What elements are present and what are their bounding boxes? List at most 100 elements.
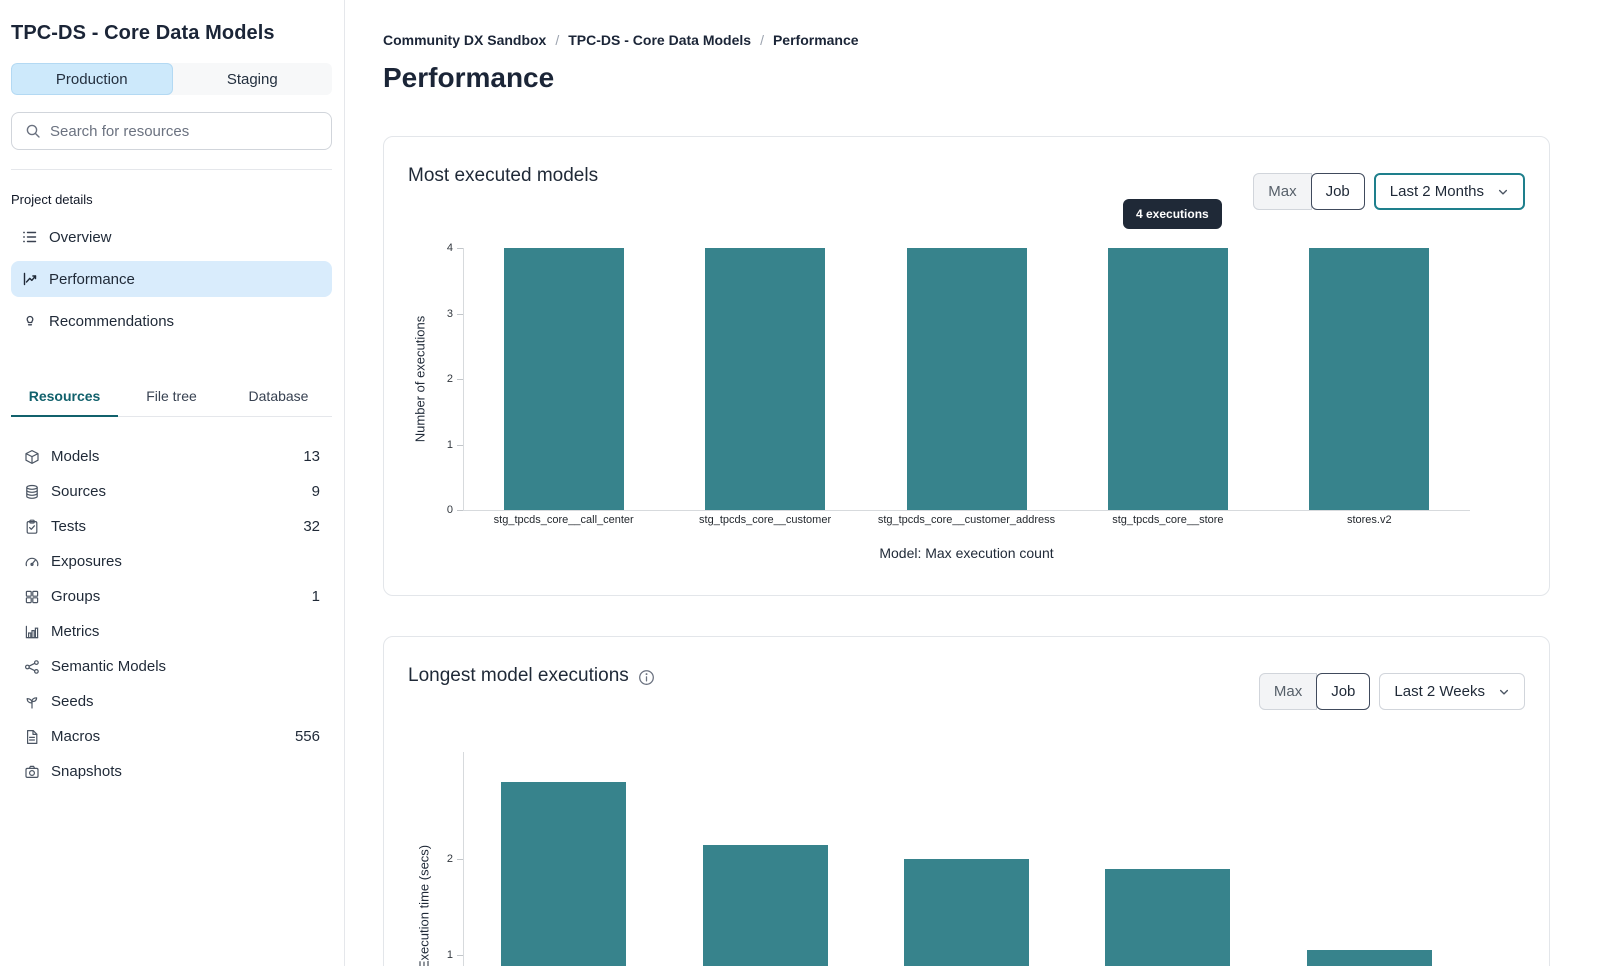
resource-label: Macros: [51, 728, 101, 745]
search-input[interactable]: [50, 122, 319, 140]
trend-icon: [21, 271, 38, 288]
breadcrumb-link-project[interactable]: TPC-DS - Core Data Models: [568, 32, 752, 48]
environment-staging-button[interactable]: Staging: [173, 63, 333, 95]
project-nav: Overview Performance Recommendations: [11, 219, 332, 339]
bar[interactable]: [503, 248, 624, 510]
resource-count: 1: [311, 588, 320, 605]
sidebar-item-metrics[interactable]: Metrics: [11, 614, 332, 649]
sidebar-item-overview[interactable]: Overview: [11, 219, 332, 255]
resource-count: 9: [311, 483, 320, 500]
breadcrumb-separator: /: [760, 32, 764, 48]
sidebar-item-sources[interactable]: Sources 9: [11, 474, 332, 509]
sidebar-item-snapshots[interactable]: Snapshots: [11, 754, 332, 789]
resource-label: Semantic Models: [51, 658, 167, 675]
sidebar-divider: [11, 169, 332, 170]
bar[interactable]: [1105, 868, 1231, 966]
sidebar-item-label: Performance: [49, 270, 135, 288]
search-box[interactable]: [11, 112, 332, 150]
chart-controls: Max Job Last 2 Months: [1253, 173, 1525, 210]
x-category-label: stg_tpcds_core__call_center: [493, 514, 634, 526]
bar[interactable]: [702, 844, 828, 966]
max-button[interactable]: Max: [1258, 673, 1318, 710]
sidebar-item-seeds[interactable]: Seeds: [11, 684, 332, 719]
database-icon: [23, 483, 40, 500]
y-tick-label: 4: [446, 242, 453, 254]
main-content: Community DX Sandbox / TPC-DS - Core Dat…: [345, 0, 1621, 966]
list-icon: [21, 229, 38, 246]
page-title: Performance: [383, 62, 555, 93]
x-category-label: stg_tpcds_core__customer_address: [877, 514, 1056, 526]
project-title: TPC-DS - Core Data Models: [11, 22, 275, 44]
date-range-dropdown[interactable]: Last 2 Weeks: [1379, 673, 1525, 710]
bar[interactable]: [1309, 248, 1430, 510]
max-job-toggle: Max Job: [1253, 173, 1365, 210]
most-executed-models-card: Most executed models Max Job Last 2 Mont…: [383, 136, 1550, 596]
tab-resources[interactable]: Resources: [11, 379, 118, 417]
bar[interactable]: [1107, 248, 1228, 510]
x-category-label: stg_tpcds_core__customer: [699, 514, 832, 526]
resource-label: Seeds: [51, 693, 94, 710]
resource-label: Exposures: [51, 553, 122, 570]
max-button[interactable]: Max: [1253, 173, 1312, 210]
resource-count: 13: [303, 448, 320, 465]
resource-count: 556: [294, 728, 320, 745]
x-category-label: stg_tpcds_core__store: [1112, 514, 1224, 526]
breadcrumb-current: Performance: [772, 32, 859, 48]
y-tick-label: 2: [446, 373, 453, 385]
sidebar-item-exposures[interactable]: Exposures: [11, 544, 332, 579]
sidebar-item-semantic-models[interactable]: Semantic Models: [11, 649, 332, 684]
date-range-value: Last 2 Months: [1389, 183, 1484, 200]
resource-label: Tests: [51, 518, 87, 535]
sidebar-item-tests[interactable]: Tests 32: [11, 509, 332, 544]
chart-tooltip: 4 executions: [1123, 199, 1222, 229]
tab-file-tree[interactable]: File tree: [146, 388, 197, 404]
bar[interactable]: [906, 248, 1027, 510]
gauge-icon: [23, 553, 40, 570]
bar[interactable]: [501, 782, 627, 966]
chart-controls: Max Job Last 2 Weeks: [1258, 673, 1525, 710]
grid-icon: [23, 588, 40, 605]
resource-label: Snapshots: [51, 763, 122, 780]
environment-toggle: Production Staging: [11, 63, 332, 95]
x-axis-title: Model: Max execution count: [879, 545, 1054, 561]
camera-icon: [23, 763, 40, 780]
date-range-value: Last 2 Weeks: [1394, 683, 1485, 700]
chevron-down-icon: [1494, 183, 1511, 200]
y-axis-title: Execution time (secs): [416, 844, 432, 966]
tab-database[interactable]: Database: [248, 388, 309, 404]
bar[interactable]: [904, 859, 1029, 966]
y-axis-title: Number of executions: [412, 315, 428, 443]
bar[interactable]: [705, 248, 826, 510]
sidebar-item-recommendations[interactable]: Recommendations: [11, 303, 332, 339]
resource-label: Models: [51, 448, 100, 465]
sidebar-item-groups[interactable]: Groups 1: [11, 579, 332, 614]
sidebar-item-models[interactable]: Models 13: [11, 439, 332, 474]
job-button[interactable]: Job: [1310, 173, 1365, 210]
clipboard-check-icon: [23, 518, 40, 535]
card-title: Longest model executions: [408, 665, 629, 686]
resource-count: 32: [303, 518, 320, 535]
sidebar-item-label: Recommendations: [49, 312, 175, 330]
bar[interactable]: [1306, 950, 1432, 966]
breadcrumb-separator: /: [555, 32, 560, 48]
environment-production-button[interactable]: Production: [11, 63, 173, 95]
sidebar: TPC-DS - Core Data Models Production Sta…: [0, 0, 345, 966]
lightbulb-icon: [21, 313, 38, 330]
graph-icon: [23, 658, 40, 675]
cube-icon: [23, 448, 40, 465]
info-icon[interactable]: [638, 669, 655, 686]
resource-list: Models 13 Sources 9 Tests 32 Exposures: [11, 439, 332, 789]
y-tick-label: 0: [446, 504, 453, 516]
breadcrumb-link-account[interactable]: Community DX Sandbox: [383, 32, 547, 48]
date-range-dropdown[interactable]: Last 2 Months: [1373, 173, 1525, 210]
search-icon: [24, 123, 41, 140]
execution-time-bar-chart: 1 2 Execution time (secs): [384, 637, 1549, 966]
sidebar-item-performance[interactable]: Performance: [11, 261, 332, 297]
y-tick-label: 3: [446, 307, 453, 320]
job-button[interactable]: Job: [1316, 673, 1371, 710]
sidebar-item-macros[interactable]: Macros 556: [11, 719, 332, 754]
sidebar-item-label: Overview: [49, 228, 112, 246]
sidebar-tabs: Resources File tree Database: [11, 379, 332, 417]
y-tick-label: 1: [446, 949, 453, 961]
y-tick-label: 2: [446, 853, 453, 865]
